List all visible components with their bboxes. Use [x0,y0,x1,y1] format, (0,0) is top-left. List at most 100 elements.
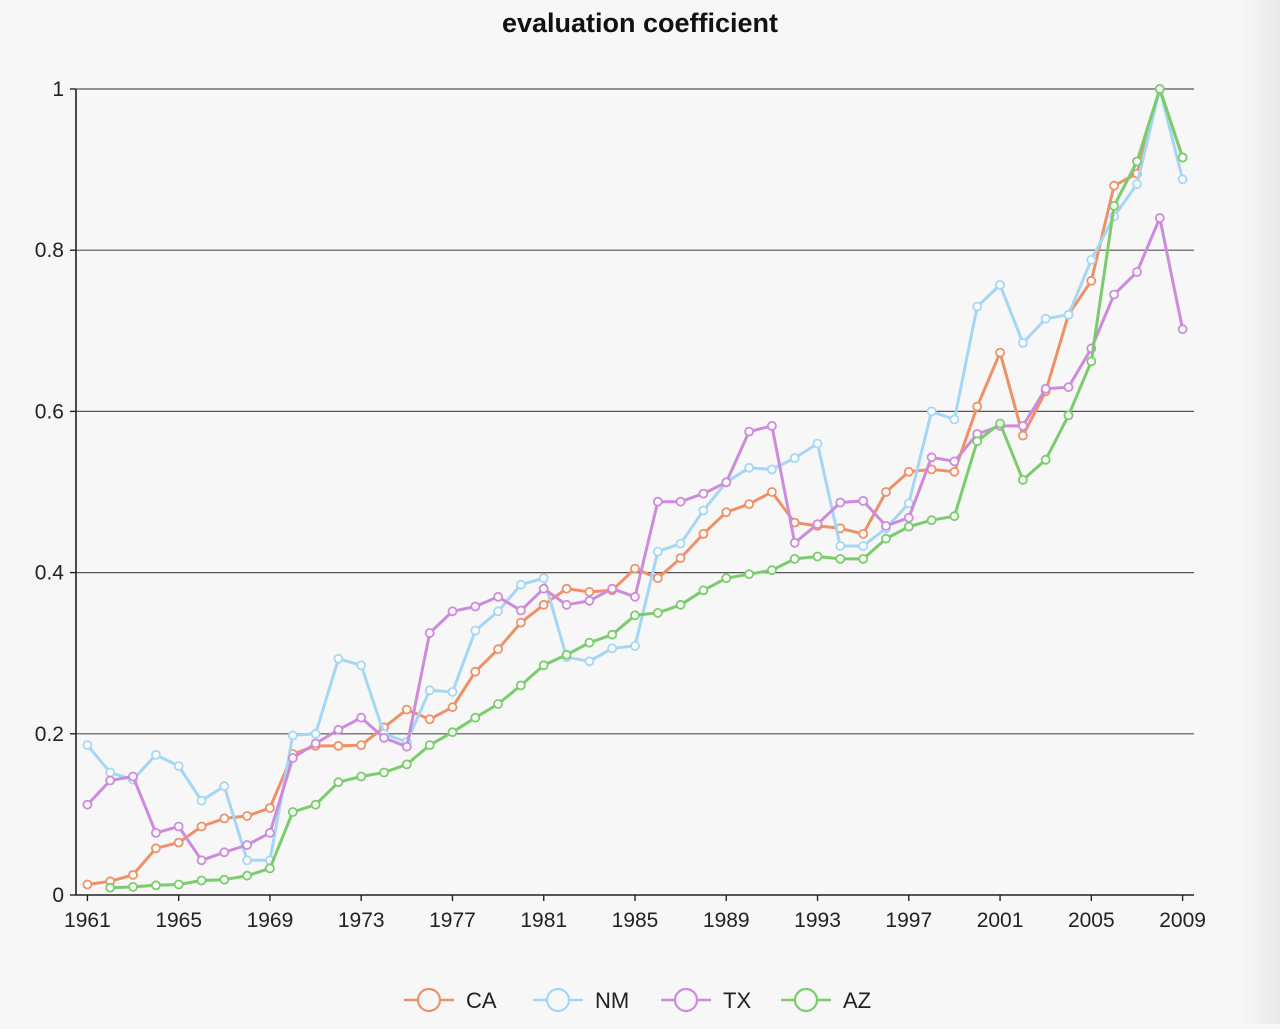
x-tick-label: 1989 [703,909,750,932]
data-point [424,628,435,638]
data-point [767,565,777,576]
data-point [470,625,481,636]
chart-title: evaluation coefficient [502,8,778,38]
data-point [379,732,389,743]
data-point [1086,275,1097,286]
data-point [698,585,709,596]
data-point [310,728,321,739]
x-tick-label: 1985 [612,909,659,932]
data-point [995,418,1005,429]
data-point [1177,152,1188,163]
data-point [812,438,823,449]
data-point [767,464,777,475]
x-tick-label: 1981 [520,909,567,932]
data-point [1177,174,1188,185]
data-point [128,870,138,880]
data-point [173,879,184,890]
x-tick-label: 1997 [885,909,932,932]
data-point [356,771,367,782]
data-point [584,656,595,667]
data-point [196,795,207,806]
data-point [995,279,1005,290]
data-point [219,781,230,792]
series-line-nm [86,87,1185,862]
y-tick-label: 0.8 [35,239,64,262]
data-point [1109,289,1119,300]
data-point [949,414,960,425]
data-point [675,496,686,507]
data-point [128,882,138,892]
data-point [538,573,549,584]
series-ca [82,84,1188,890]
legend-label: AZ [843,988,871,1013]
legend-swatch-marker [416,987,442,1013]
legend[interactable]: CA NM TX AZ [404,987,871,1013]
data-point [561,649,572,660]
grid-lines [76,88,1194,735]
data-point [881,487,891,497]
legend-item-az[interactable]: AZ [781,987,871,1013]
data-point [630,610,640,621]
data-point [698,488,709,499]
data-point [1132,179,1142,190]
series-layer [82,84,1188,893]
data-point [105,882,116,893]
data-point [652,608,663,618]
data-point [744,462,754,473]
data-point [82,740,93,750]
data-point [1086,356,1097,367]
data-point [652,546,663,557]
data-point [447,606,458,617]
data-point [1040,313,1051,324]
data-point [242,811,253,821]
data-point [105,767,116,778]
data-point [858,529,869,539]
data-point [516,605,526,616]
data-point [1132,267,1142,277]
data-point [128,771,138,782]
axes: 0 0.2 0.4 0.6 0.8 1 1961 1965 1969 1973 1977 1981 19… [35,78,1206,932]
data-point [698,505,709,516]
data-point [150,843,161,854]
data-point [607,583,618,594]
legend-item-nm[interactable]: NM [533,987,629,1013]
data-point [767,420,777,431]
data-point [424,740,435,750]
edge-shadow [1240,0,1280,1024]
data-point [561,583,572,594]
data-point [105,775,116,786]
data-point [812,551,823,562]
data-point [424,685,435,696]
series-line-tx [86,216,1185,862]
x-tick-label: 2005 [1068,909,1115,932]
data-point [789,554,800,564]
data-point [584,587,595,597]
data-point [1018,420,1028,431]
data-point [926,515,937,526]
data-point [926,406,937,417]
data-point [652,573,663,584]
data-point [242,840,253,850]
data-point [333,741,344,751]
series-line-ca [87,87,1185,886]
data-point [995,347,1005,358]
data-point [903,466,914,477]
data-point [493,699,504,709]
data-point [789,537,800,548]
data-point [264,863,275,874]
data-point [219,847,230,858]
legend-swatch-marker [545,987,571,1013]
data-point [470,666,481,677]
data-point [287,730,298,741]
y-tick-label: 1 [52,78,64,101]
data-point [949,456,960,467]
data-point [721,573,732,584]
legend-item-ca[interactable]: CA [404,987,497,1013]
data-point [401,704,412,715]
data-point [630,563,640,574]
data-point [424,714,435,725]
data-point [744,499,754,510]
data-point [516,617,526,628]
legend-item-tx[interactable]: TX [661,987,751,1013]
data-point [675,553,686,563]
